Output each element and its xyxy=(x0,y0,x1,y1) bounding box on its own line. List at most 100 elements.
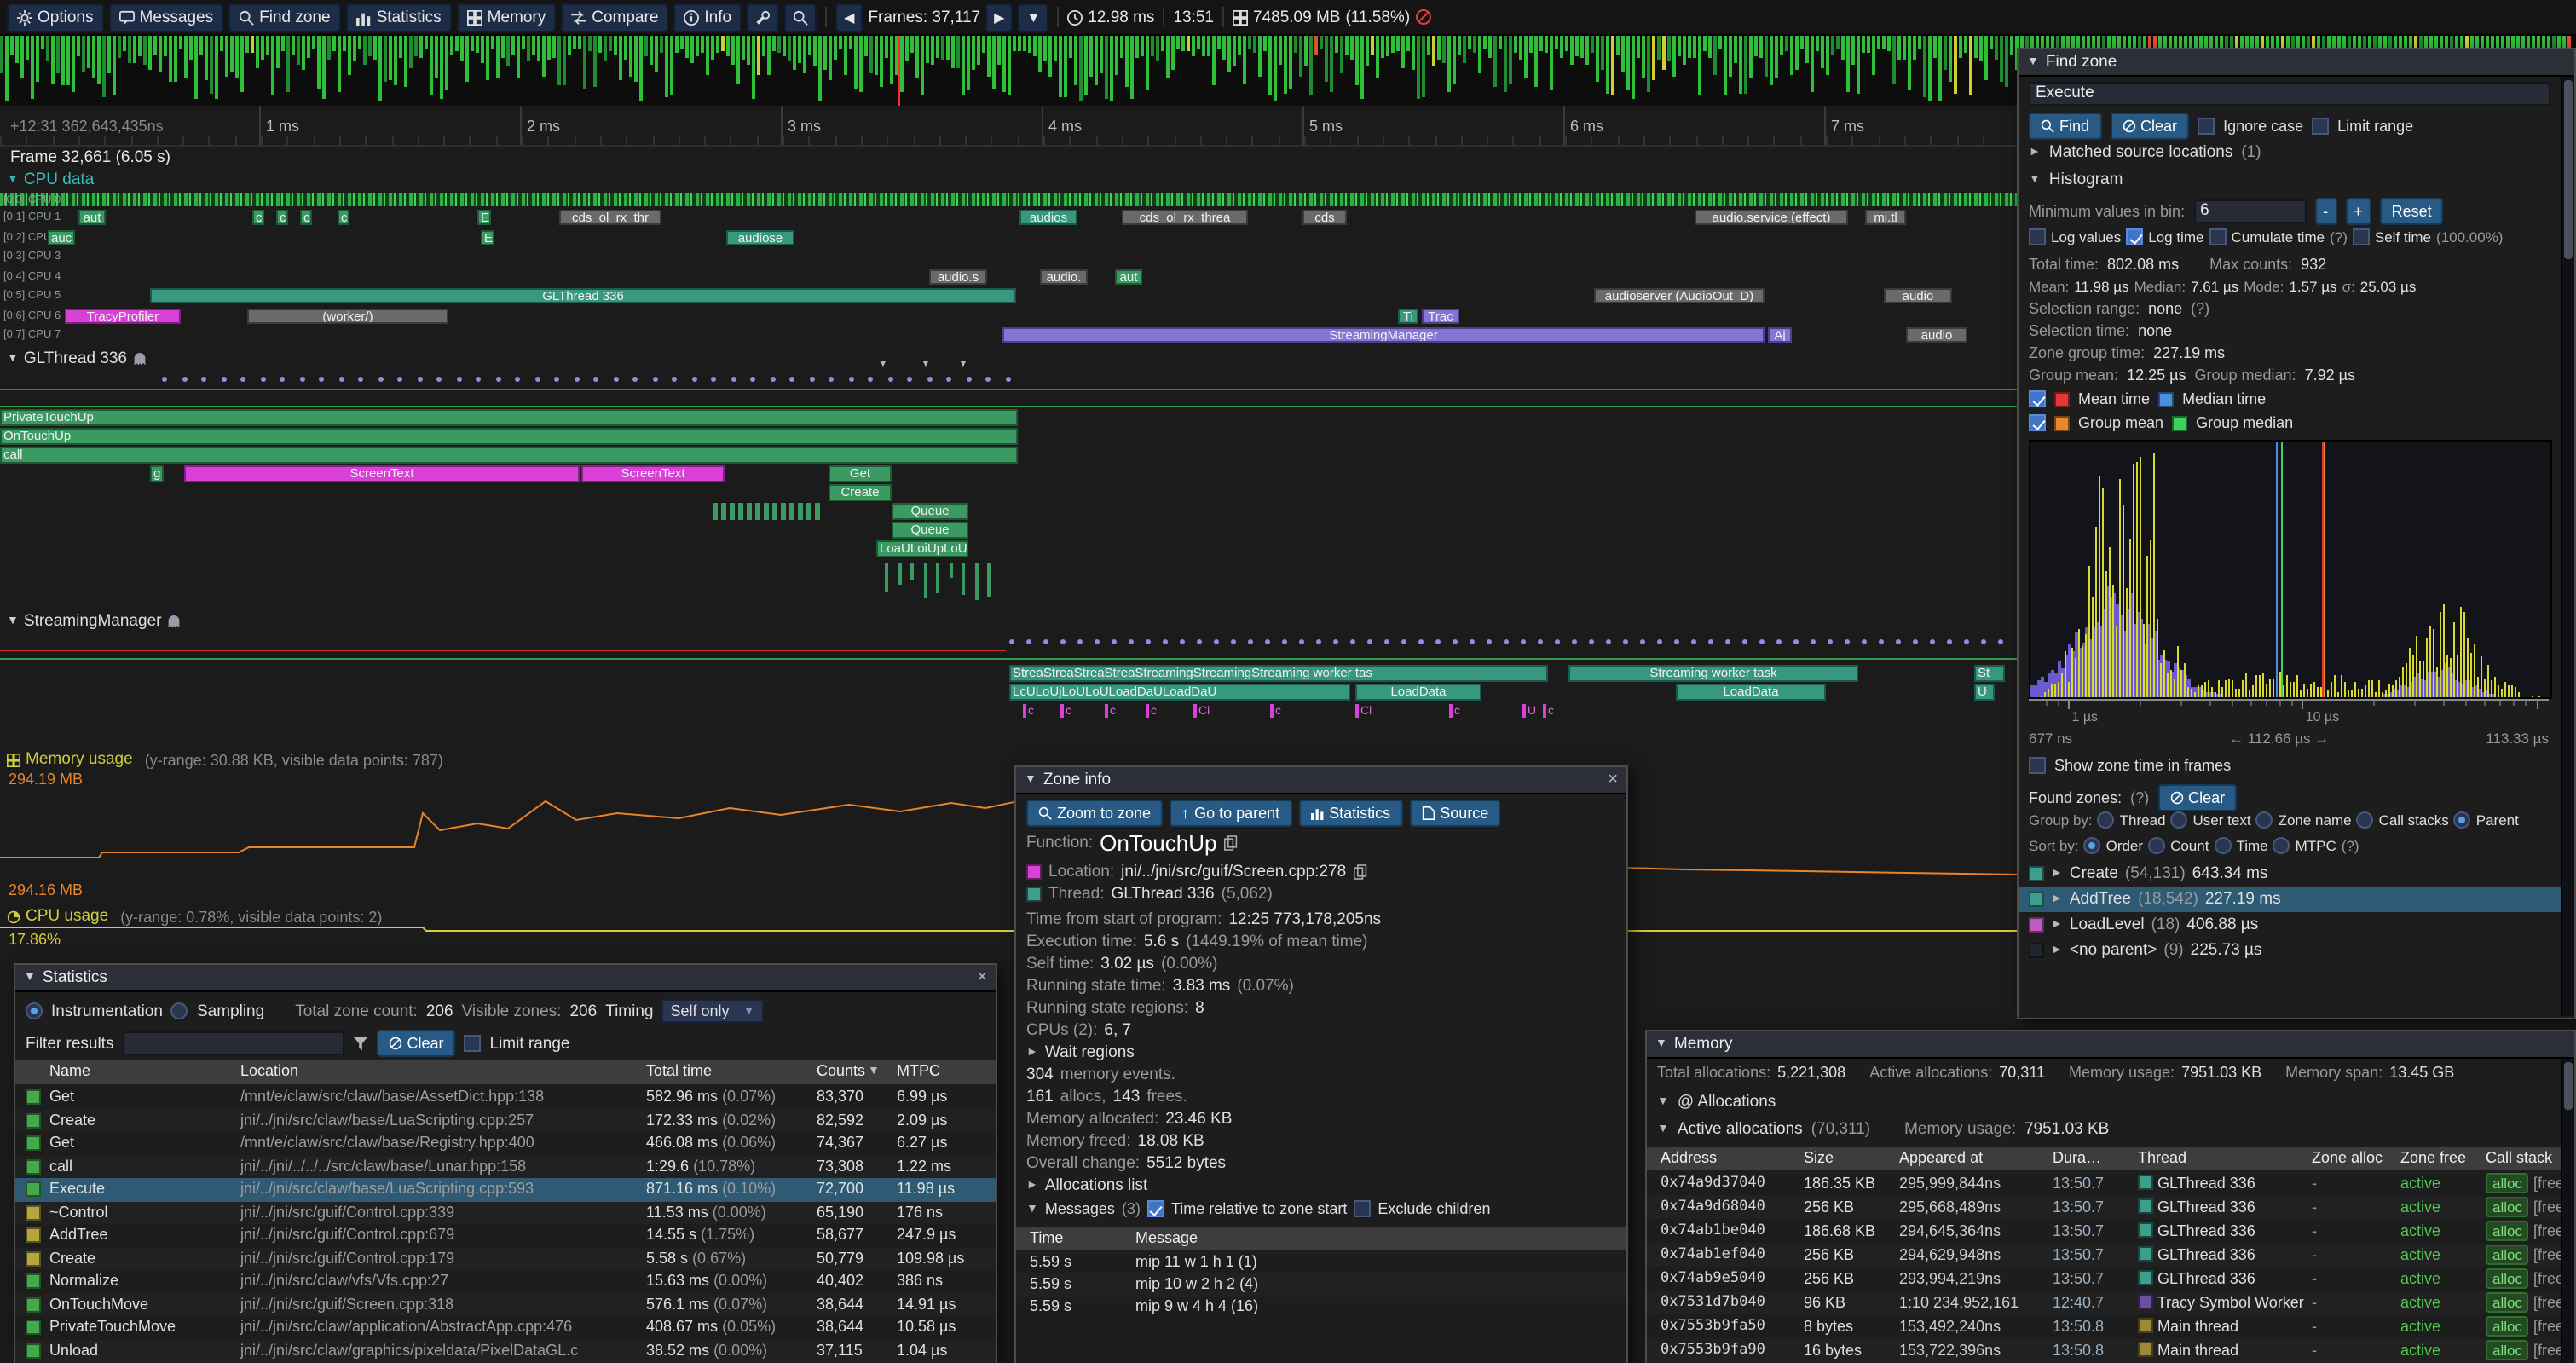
statistics-table-row[interactable]: Create jni/../jni/src/claw/base/LuaScript… xyxy=(15,1109,996,1132)
timeline-zone[interactable]: g xyxy=(150,465,164,482)
cpu-row[interactable]: [0:3] CPU 3 xyxy=(0,249,2576,266)
source-button[interactable]: Source xyxy=(1409,800,1501,827)
cpu-zone[interactable]: audiose xyxy=(726,229,794,245)
col-location[interactable]: Location xyxy=(240,1062,299,1079)
min-bin-input[interactable]: 6 xyxy=(2193,199,2307,223)
message-dot[interactable] xyxy=(593,377,598,382)
cpu-row[interactable]: [0:6] CPU 6 TracyProfiler (worker/) Ti Trac xyxy=(0,308,2576,325)
limit-range-checkbox[interactable] xyxy=(464,1035,482,1052)
message-dot[interactable] xyxy=(1759,639,1765,644)
alloc-callstack[interactable]: alloc [free] xyxy=(2486,1219,2574,1243)
message-dot[interactable] xyxy=(182,377,187,382)
message-dot[interactable] xyxy=(907,377,912,382)
timeline-zone[interactable]: ScreenText xyxy=(581,465,725,482)
message-dot[interactable] xyxy=(1828,639,1833,644)
statistics-table-row[interactable]: AddTree jni/../jni/src/guif/Control.cpp:6… xyxy=(15,1224,996,1247)
message-marker-icon[interactable]: ▼ xyxy=(958,360,968,370)
copy-icon[interactable] xyxy=(1223,835,1237,851)
show-group-checkbox[interactable] xyxy=(2029,414,2046,431)
message-dot[interactable] xyxy=(1180,639,1185,644)
zone-time-histogram[interactable] xyxy=(2029,440,2552,699)
message-dot[interactable] xyxy=(1879,639,1884,644)
timeline-zone[interactable]: PrivateTouchUp xyxy=(0,409,1018,426)
message-dot[interactable] xyxy=(789,377,794,382)
found-zone-group-row[interactable]: ► LoadLevel (18) 406.88 µs xyxy=(2019,912,2574,938)
timeline-zone[interactable]: Queue xyxy=(892,522,968,539)
message-marker-icon[interactable]: ▼ xyxy=(921,360,931,370)
alloc-callstack[interactable]: alloc [free] xyxy=(2486,1195,2574,1219)
found-zone-group-row[interactable]: ► <no parent> (9) 225.73 µs xyxy=(2019,938,2574,963)
allocation-table-row[interactable]: 0x7553b9fa50 8 bytes 153,492,240ns 13:50.8 … xyxy=(1647,1314,2574,1338)
message-dot[interactable] xyxy=(1231,639,1236,644)
message-dot[interactable] xyxy=(1640,639,1645,644)
wait-regions-toggle[interactable]: ► Wait regions xyxy=(1026,1043,1135,1062)
message-dot[interactable] xyxy=(672,377,677,382)
info-button[interactable]: Info xyxy=(673,3,742,32)
timeline-zone[interactable]: Get xyxy=(829,465,892,482)
collapse-arrow-icon[interactable]: ▼ xyxy=(1026,1203,1038,1215)
cpu-zone[interactable]: cds xyxy=(1302,210,1347,225)
sort-by-radio-order[interactable] xyxy=(2083,837,2101,854)
message-dot[interactable] xyxy=(1811,639,1816,644)
message-dot[interactable] xyxy=(809,377,814,382)
event-tick[interactable] xyxy=(1449,704,1453,718)
help-icon[interactable]: (?) xyxy=(2330,228,2348,245)
message-dot[interactable] xyxy=(456,377,461,382)
message-dot[interactable] xyxy=(319,377,324,382)
statistics-table-row[interactable]: call jni/../jni/../../../src/claw/base/Lu… xyxy=(15,1155,996,1178)
event-tick[interactable] xyxy=(1146,704,1149,718)
message-dot[interactable] xyxy=(868,377,873,382)
statistics-table-row[interactable]: Create jni/../jni/src/guif/Control.cpp:17… xyxy=(15,1247,996,1270)
show-zone-time-checkbox[interactable] xyxy=(2029,757,2046,774)
cpu-zone[interactable]: StreamingManager xyxy=(1002,327,1765,343)
message-dot[interactable] xyxy=(1333,639,1338,644)
message-dot[interactable] xyxy=(750,377,755,382)
thread-name[interactable]: GLThread 336 xyxy=(1111,885,1215,904)
clear-button[interactable]: Clear xyxy=(2110,113,2190,140)
cpu-zone[interactable]: audio.service (effect) xyxy=(1695,210,1848,225)
message-dot[interactable] xyxy=(1981,639,1986,644)
allocation-table-row[interactable]: 0x74a9d68040 256 KB 295,668,489ns 13:50.7 G… xyxy=(1647,1195,2574,1219)
message-dot[interactable] xyxy=(1418,639,1424,644)
message-dot[interactable] xyxy=(378,377,383,382)
message-dot[interactable] xyxy=(299,377,304,382)
cpu-zone[interactable]: GLThread 336 xyxy=(150,288,1016,303)
timing-combo[interactable]: Self only ▼ xyxy=(661,999,764,1023)
event-tick[interactable] xyxy=(1193,704,1197,718)
close-icon[interactable]: × xyxy=(977,967,987,986)
message-dot[interactable] xyxy=(1248,639,1253,644)
allocations-table-header[interactable]: Address Size Appeared at Dura… Thread Zo… xyxy=(1647,1147,2574,1170)
message-dot[interactable] xyxy=(1384,639,1389,644)
messages-button[interactable]: Messages xyxy=(108,3,224,32)
message-dot[interactable] xyxy=(515,377,520,382)
message-dot[interactable] xyxy=(1214,639,1219,644)
message-dot[interactable] xyxy=(1060,639,1066,644)
message-dot[interactable] xyxy=(1930,639,1935,644)
event-tick[interactable] xyxy=(1270,704,1274,718)
help-icon[interactable]: (?) xyxy=(2191,300,2210,317)
tools-button[interactable] xyxy=(747,3,780,32)
message-dot[interactable] xyxy=(985,377,991,382)
cpu-row[interactable]: [0:4] CPU 4 audio.s audio. aut xyxy=(0,269,2576,286)
memory-titlebar[interactable]: ▼ Memory xyxy=(1647,1031,2574,1059)
cpu-zone[interactable]: auc xyxy=(48,229,75,245)
message-dot[interactable] xyxy=(1606,639,1611,644)
message-dot[interactable] xyxy=(1862,639,1867,644)
cpu-zone[interactable]: audio xyxy=(1884,288,1952,303)
timeline-zone[interactable]: Create xyxy=(829,484,892,501)
col-name[interactable]: Name xyxy=(49,1062,91,1079)
statistics-table-row[interactable]: OnTouchMove jni/../jni/src/guif/Screen.cp… xyxy=(15,1293,996,1316)
log-values-checkbox[interactable] xyxy=(2029,228,2046,245)
zoom-tool-button[interactable] xyxy=(784,3,817,32)
allocation-table-row[interactable]: 0x74ab1be040 186.68 KB 294,645,364ns 13:50.… xyxy=(1647,1219,2574,1243)
frame-dropdown-button[interactable]: ▼ xyxy=(1018,3,1049,32)
message-dot[interactable] xyxy=(1487,639,1492,644)
col-total-time[interactable]: Total time xyxy=(646,1062,713,1079)
cpu-zone[interactable]: audios xyxy=(1019,210,1077,225)
cpu-zone[interactable]: aut xyxy=(78,210,106,225)
message-dot[interactable] xyxy=(1009,639,1014,644)
group-by-radio-user-text[interactable] xyxy=(2170,811,2188,829)
message-dot[interactable] xyxy=(1521,639,1526,644)
show-mean-median-checkbox[interactable] xyxy=(2029,390,2046,407)
find-button[interactable]: Find xyxy=(2029,113,2102,140)
